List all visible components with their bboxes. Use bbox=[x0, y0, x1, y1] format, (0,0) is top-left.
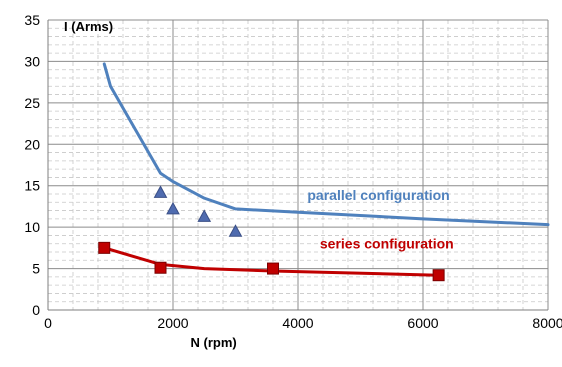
series bbox=[98, 62, 550, 282]
y-tick-label: 35 bbox=[24, 12, 40, 28]
y-tick-label: 15 bbox=[24, 178, 40, 194]
y-tick-label: 20 bbox=[24, 136, 40, 152]
y-tick-label: 0 bbox=[32, 302, 40, 318]
annotation-label: parallel configuration bbox=[307, 187, 449, 203]
series-1-triangle-point bbox=[166, 201, 180, 215]
series-2-square-point bbox=[432, 269, 445, 282]
series-0-line bbox=[102, 62, 550, 227]
x-tick-label: 2000 bbox=[157, 315, 188, 331]
y-tick-label: 25 bbox=[24, 95, 40, 111]
x-tick-label: 0 bbox=[44, 315, 52, 331]
series-2-line bbox=[102, 246, 441, 277]
x-tick-label: 4000 bbox=[282, 315, 313, 331]
series-1-triangle-point bbox=[153, 185, 168, 198]
series-1-triangle-point bbox=[228, 224, 243, 237]
y-axis-title: I (Arms) bbox=[64, 19, 113, 34]
grid bbox=[48, 19, 549, 310]
series-2-square-point bbox=[98, 241, 111, 254]
series-2-square-point bbox=[154, 261, 167, 274]
labels: 0 2000 4000 6000 8000 0 5 10 15 20 25 30 35 I (Arms) N… bbox=[24, 12, 562, 350]
x-tick-label: 8000 bbox=[532, 315, 562, 331]
x-tick-label: 6000 bbox=[407, 315, 438, 331]
axes bbox=[47, 20, 548, 311]
series-1-triangle-point bbox=[197, 209, 212, 222]
series-2-square-point bbox=[267, 262, 279, 275]
annotation-label: series configuration bbox=[320, 236, 454, 252]
y-tick-label: 5 bbox=[32, 261, 40, 277]
y-tick-label: 30 bbox=[24, 53, 40, 69]
x-axis-title: N (rpm) bbox=[191, 335, 237, 350]
y-tick-label: 10 bbox=[24, 219, 40, 235]
